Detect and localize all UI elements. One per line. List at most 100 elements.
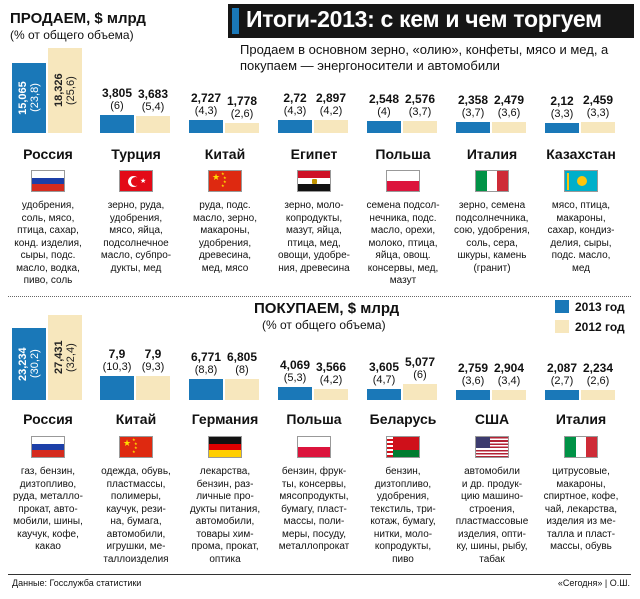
import-goods-line-1-5: автомобили, [106,528,166,540]
export-goods-line-4-2: масло, орехи, [370,225,436,236]
export-goods-line-0-0: удобрения, [21,200,75,211]
import-goods-line-1-3: каучук, рези- [106,503,166,515]
export-bar-2012-3 [314,119,348,133]
import-value-2013-3: 4,069 [279,358,311,373]
export-value-2013-5: 2,358 [457,93,489,108]
export-pct-2013-0: (23,8) [29,83,41,113]
import-goods-line-1-2: полимеры, [110,491,162,502]
import-bar-2013-0 [12,328,46,400]
export-value-2012-2: 1,778 [226,94,258,108]
export-value-2013-3: 2,72 [283,91,307,106]
export-value-2012-6: 2,459 [582,92,614,107]
legend-2013-swatch [555,300,569,313]
import-value-2013-6: 2,087 [546,361,578,375]
export-pct-2012-6: (3,3) [586,106,610,119]
import-goods-0: газ, бензин, дизтопливо, руда, металло-про… [6,466,90,554]
export-goods-line-6-1: макароны, [556,212,606,224]
export-goods-line-4-1: нечника, подс. [369,212,437,224]
import-goods-line-4-6: копродукты, [374,541,432,552]
import-value-2012-2: 6,805 [226,349,258,364]
export-pct-2013-2: (4,3) [194,105,218,118]
export-goods-line-4-3: молоко, птица, [368,237,438,249]
export-pct-2012-0: (25,6) [65,76,77,105]
export-goods-line-6-0: мясо, птица, [551,200,611,211]
import-goods-line-4-2: удобрения, [376,491,430,502]
export-country-1: Турция [111,146,161,162]
credit-note: «Сегодня» | О.Ш. [557,578,630,588]
import-bar-2013-2 [189,379,223,400]
export-goods-line-5-5: (гранит) [473,262,511,274]
export-bar-2012-6 [581,121,615,133]
import-bar-2013-6 [545,390,579,400]
export-bar-2013-1 [100,115,134,133]
export-bar-2013-6 [545,123,579,133]
export-goods-line-3-4: овощи, удобре- [278,250,350,261]
export-bar-2012-5 [492,121,526,133]
export-goods-line-5-1: подсолнечника, [455,212,529,224]
import-goods-line-5-3: строения, [469,503,515,515]
import-country-2: Германия [191,411,259,427]
import-goods-line-2-5: товары хим- [196,528,254,540]
export-goods-line-0-5: масло, водка, [16,262,80,274]
imports-section-title: ПОКУПАЕМ, $ млрд [254,300,400,317]
export-goods-line-0-3: конд. изделия, [14,237,82,249]
export-value-2012-4: 2,576 [404,92,436,107]
export-pct-2013-5: (3,7) [461,107,485,120]
export-goods-line-5-2: сою, удобрения, [454,225,530,236]
import-pct-2013-0: (30,2) [29,349,41,379]
export-pct-2012-4: (3,7) [408,106,432,119]
import-goods-line-5-7: табак [479,553,505,565]
export-pct-2012-3: (4,2) [319,104,343,117]
import-goods-line-2-6: прома, прокат, [191,541,259,552]
export-country-0: Россия [23,146,73,162]
russia-flag-icon [31,170,65,192]
imports-section-subtitle: (% от общего объема) [262,318,386,332]
export-pct-2013-4: (4) [377,106,391,119]
export-bar-2013-0 [12,63,46,133]
kazakhstan-flag-icon [564,170,598,192]
exports-section-subtitle: (% от общего объема) [10,28,134,42]
export-goods-3: зерно, моло-копродукты, мазут, яйца, птица… [272,200,356,275]
import-goods-line-1-0: одежда, обувь, [101,466,171,477]
import-value-2013-0: 23,234 [17,347,29,381]
import-value-2012-3: 3,566 [315,359,347,374]
import-goods-line-3-3: бумагу, пласт- [281,503,347,515]
poland-flag-icon [386,170,420,192]
import-goods-line-3-0: бензин, фрук- [281,466,347,477]
export-goods-line-3-2: мазут, яйца, [286,225,342,236]
import-value-2013-1: 7,9 [108,346,126,361]
page-title: Итоги-2013: с кем и чем торгуем [246,6,602,32]
export-goods-line-5-4: шкуры, камень [457,250,527,261]
import-goods-line-4-5: нитки, моло- [373,528,433,540]
import-goods-line-0-2: руда, металло- [13,491,83,502]
export-goods-1: зерно, руда, удобрения, мясо, яйца, подсолн… [94,200,178,275]
import-value-2013-5: 2,759 [457,361,489,375]
export-goods-line-4-4: яйца, овощ. [375,250,431,261]
export-goods-4: семена подсол-нечника, подс. масло, орехи… [361,200,445,288]
russia-flag-icon [31,436,65,458]
export-goods-line-0-1: соль, мясо, [21,212,75,224]
import-goods-line-6-1: макароны, [556,478,606,490]
export-value-2012-5: 2,479 [493,92,525,107]
import-bar-2013-3 [278,387,312,400]
export-goods-line-6-3: делия, сыры, [550,237,612,249]
import-goods-line-5-4: пластмассовые [455,516,529,527]
poland-flag-icon [297,436,331,458]
export-country-4: Польша [375,146,431,162]
export-bar-2012-2 [225,123,259,133]
export-value-2012-0: 18,326 [53,73,65,108]
import-country-4: Беларусь [369,411,437,427]
import-bar-2013-4 [367,388,401,400]
export-pct-2013-1: (6) [110,100,124,113]
export-bar-2013-2 [189,120,223,133]
belarus-flag-icon [386,436,420,458]
import-goods-line-3-1: ты, консервы, [281,478,347,490]
import-bar-2012-0 [48,315,82,400]
import-goods-line-4-4: котаж, бумагу, [370,516,436,527]
legend-2013-label: 2013 год [575,300,625,314]
export-label-2013-0: 15,065 (23,8) [17,67,41,129]
import-goods-line-6-2: спиртное, кофе, [543,491,619,502]
export-goods-line-3-1: копродукты, [285,212,343,224]
usa-flag-icon [475,436,509,458]
import-goods-line-2-1: бензин, раз- [196,478,254,490]
